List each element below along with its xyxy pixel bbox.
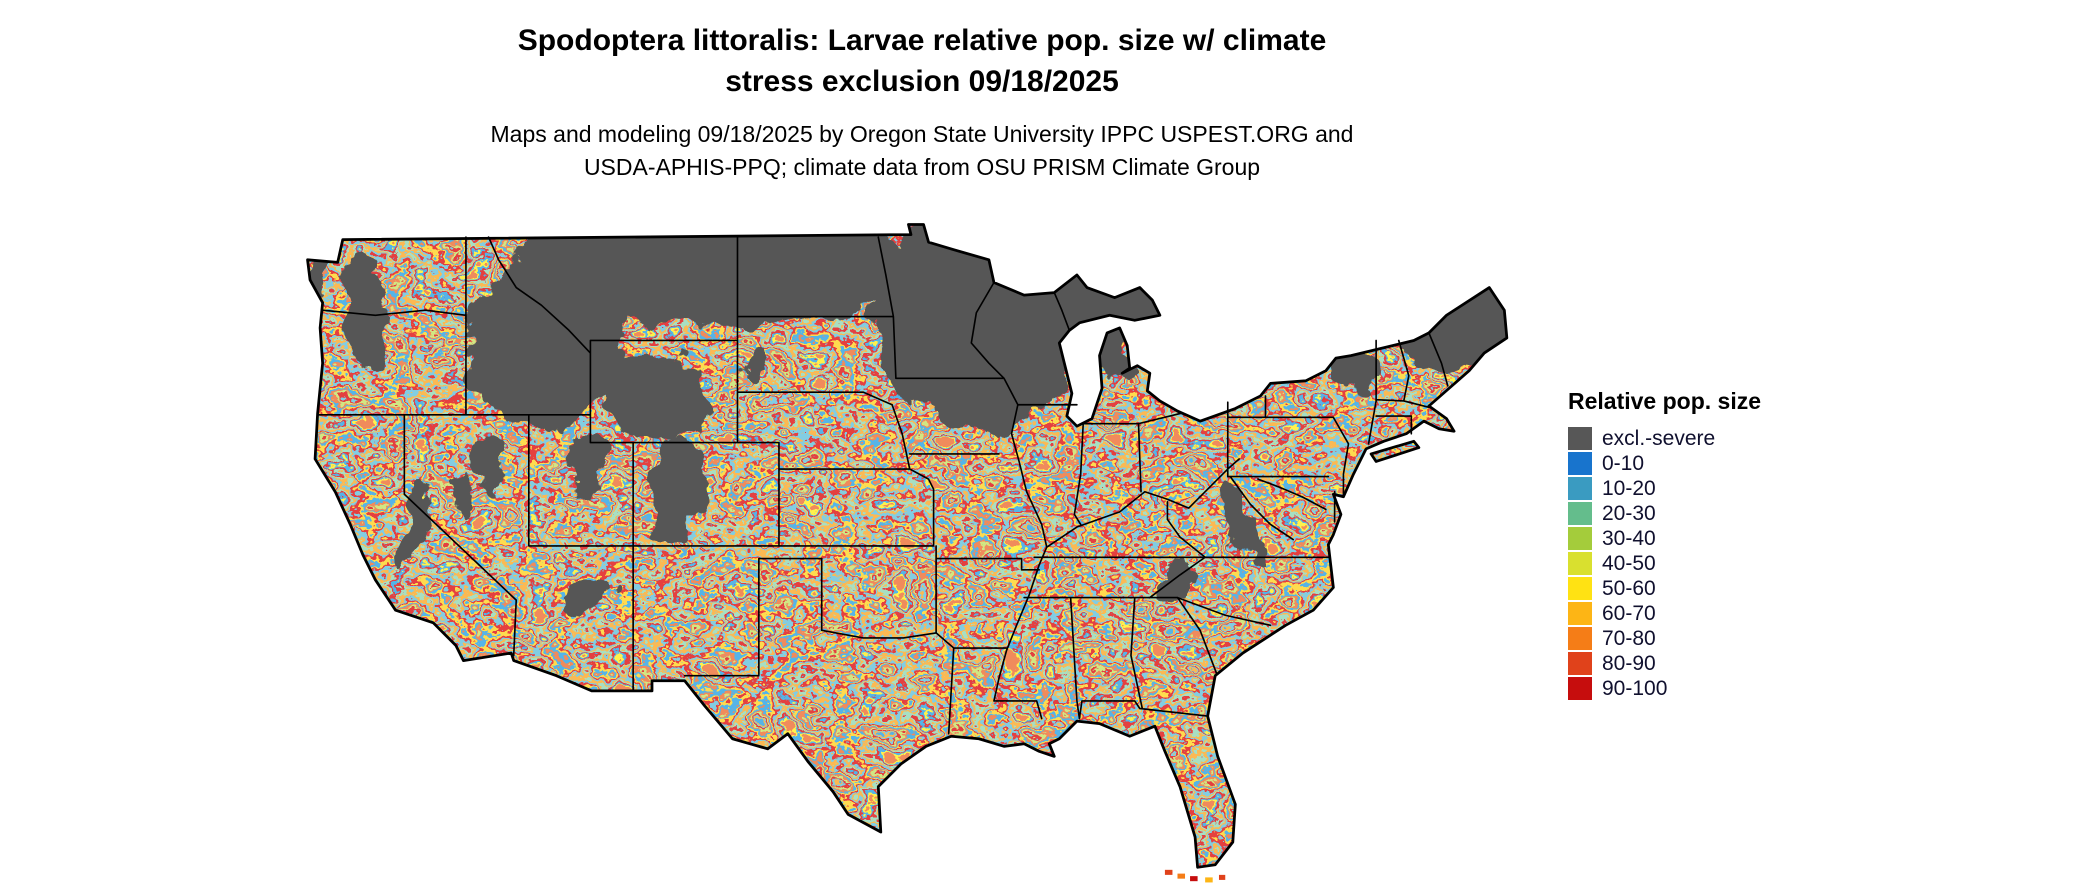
legend-item: 50-60 (1568, 577, 1761, 600)
legend-item-label: 10-20 (1602, 476, 1656, 500)
legend: Relative pop. size excl.-severe 0-10 10-20… (1568, 388, 1761, 700)
legend-item-label: 20-30 (1602, 501, 1656, 525)
exclusion-region (1211, 480, 1262, 559)
legend-item: 0-10 (1568, 452, 1761, 475)
legend-swatch (1568, 652, 1592, 675)
us-map (300, 222, 1532, 890)
map-title-line2: stress exclusion 09/18/2025 (725, 65, 1119, 99)
legend-swatch (1568, 577, 1592, 600)
state-borders (316, 236, 1449, 735)
exclusion-region (1384, 257, 1507, 374)
legend-item: 40-50 (1568, 552, 1761, 575)
legend-swatch (1568, 552, 1592, 575)
legend-title: Relative pop. size (1568, 388, 1762, 414)
legend-swatch (1568, 602, 1592, 625)
exclusion-region (600, 358, 717, 439)
legend-swatch (1568, 627, 1592, 650)
legend-swatch (1568, 452, 1592, 475)
exclusion-region (1162, 564, 1198, 595)
legend-item-label: 90-100 (1602, 676, 1668, 700)
legend-item: 80-90 (1568, 652, 1761, 675)
exclusion-region (397, 478, 435, 576)
map-title-line1: Spodoptera littoralis: Larvae relative p… (517, 24, 1327, 57)
us-map-svg (306, 223, 1509, 883)
legend-item: 20-30 (1568, 502, 1761, 525)
exclusion-region (476, 435, 502, 493)
legend-item: 10-20 (1568, 477, 1761, 500)
legend-item-label: 30-40 (1602, 526, 1656, 550)
exclusion-region (738, 346, 767, 370)
legend-swatch (1568, 527, 1592, 550)
exclusion-region (345, 254, 386, 371)
legend-items: excl.-severe 0-10 10-20 20-30 30-40 40-50 50-6… (1568, 427, 1761, 700)
exclusion-region (563, 571, 620, 609)
legend-item-label: 70-80 (1602, 626, 1656, 650)
exclusion-region (311, 259, 334, 291)
legend-item: 60-70 (1568, 602, 1761, 625)
legend-swatch (1568, 477, 1592, 500)
exclusion-region (467, 256, 624, 428)
map-subtitle-line1: Maps and modeling 09/18/2025 by Oregon S… (490, 121, 1354, 147)
legend-item: 30-40 (1568, 527, 1761, 550)
map-title: Spodoptera littoralis: Larvae relative p… (322, 20, 1522, 103)
legend-swatch (1568, 677, 1592, 700)
legend-swatch (1568, 502, 1592, 525)
legend-swatch (1568, 427, 1592, 450)
us-outline (306, 223, 1509, 869)
legend-item-label: 60-70 (1602, 601, 1656, 625)
exclusion-region (567, 431, 598, 497)
legend-item-label: 50-60 (1602, 576, 1656, 600)
legend-item-label: 80-90 (1602, 651, 1656, 675)
legend-item-label: excl.-severe (1602, 426, 1716, 450)
florida-keys (1164, 869, 1226, 883)
legend-item: 90-100 (1568, 677, 1761, 700)
legend-item: excl.-severe (1568, 427, 1761, 450)
exclusion-region (586, 336, 637, 375)
legend-item-label: 40-50 (1602, 551, 1656, 575)
exclusion-region (450, 469, 471, 510)
map-subtitle: Maps and modeling 09/18/2025 by Oregon S… (322, 118, 1522, 185)
legend-item: 70-80 (1568, 627, 1761, 650)
exclusion-region (652, 436, 703, 548)
map-subtitle-line2: USDA-APHIS-PPQ; climate data from OSU PR… (583, 154, 1261, 181)
legend-item-label: 0-10 (1602, 451, 1645, 475)
